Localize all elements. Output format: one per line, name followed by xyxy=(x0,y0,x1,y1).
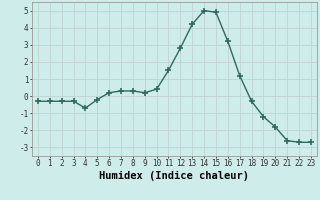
X-axis label: Humidex (Indice chaleur): Humidex (Indice chaleur) xyxy=(100,171,249,181)
